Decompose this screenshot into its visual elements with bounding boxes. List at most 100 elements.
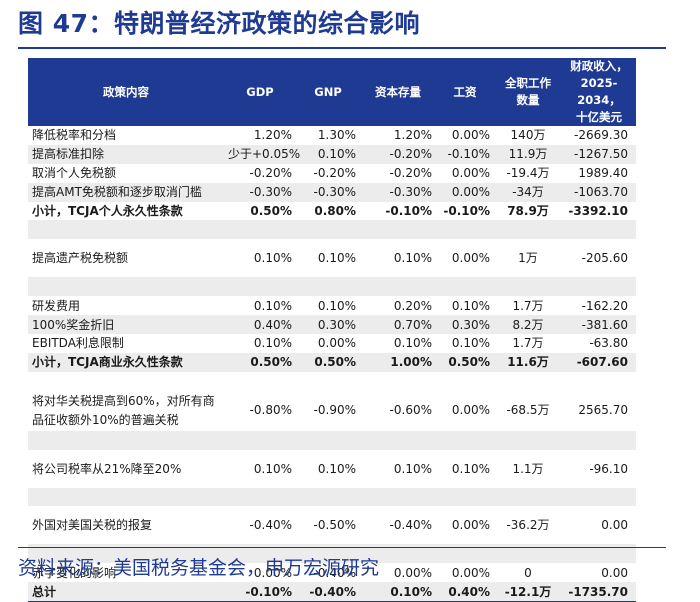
value-cell xyxy=(224,372,296,391)
table-body: 降低税率和分档 1.20% 1.30% 1.20% 0.00% 140万 -2669.30 提… xyxy=(28,126,636,602)
column-header: GNP xyxy=(296,58,360,126)
value-cell xyxy=(360,430,436,450)
value-cell xyxy=(494,372,562,391)
value-cell: 0.00% xyxy=(451,565,490,580)
value-cell: -0.80% xyxy=(249,403,292,418)
value-cell xyxy=(360,487,436,507)
value-cell xyxy=(296,544,360,564)
value-cell: 0.10% xyxy=(451,336,490,351)
column-header: 政策内容 xyxy=(28,58,224,126)
value-cell: -1063.70 xyxy=(562,182,636,202)
value-cell: -96.10 xyxy=(589,461,628,476)
policy-name-cell xyxy=(28,487,224,507)
value-cell: 0.10% xyxy=(296,144,360,164)
value-cell: 0.10% xyxy=(253,251,292,266)
value-cell: -0.10% xyxy=(443,204,490,218)
policy-name-cell: EBITDA利息限制 xyxy=(32,336,124,351)
value-cell: -0.40% xyxy=(249,518,292,533)
value-cell xyxy=(562,277,636,297)
value-cell: 0.40% xyxy=(436,582,494,602)
column-header: 财政收入， 2025-2034， 十亿美元 xyxy=(562,58,636,126)
value-cell: -0.20% xyxy=(313,166,356,181)
value-cell xyxy=(296,430,360,450)
value-cell: 0.30% xyxy=(296,315,360,335)
value-cell: 0.10% xyxy=(253,336,292,351)
figure-title: 图 47：特朗普经济政策的综合影响 xyxy=(18,9,420,38)
policy-name-cell xyxy=(28,277,224,297)
value-cell xyxy=(360,372,436,391)
value-cell xyxy=(562,372,636,391)
policy-impact-table: 政策内容 GDP GNP 资本存量 工资 全职工作 数量 财政收入， 2025-2034， 十亿美… xyxy=(28,58,636,602)
table-header-row: 政策内容 GDP GNP 资本存量 工资 全职工作 数量 财政收入， 2025-2034， 十亿美… xyxy=(28,58,636,126)
value-cell: -0.10% xyxy=(385,204,432,218)
value-cell: 140万 xyxy=(510,128,546,143)
value-cell: -162.20 xyxy=(581,298,628,313)
value-cell: 1989.40 xyxy=(578,166,628,181)
value-cell: 0.50% xyxy=(436,352,494,372)
value-cell: 0 xyxy=(524,565,532,580)
value-cell: 0.00 xyxy=(601,518,628,533)
value-cell: -1267.50 xyxy=(562,144,636,164)
value-cell xyxy=(494,487,562,507)
value-cell xyxy=(436,372,494,391)
spacer-row xyxy=(28,277,636,297)
value-cell: -0.10% xyxy=(224,582,296,602)
value-cell: -0.20% xyxy=(249,166,292,181)
value-cell xyxy=(562,430,636,450)
value-cell xyxy=(494,544,562,564)
value-cell: -3392.10 xyxy=(568,204,628,218)
value-cell: -2669.30 xyxy=(574,128,628,143)
value-cell: -0.10% xyxy=(436,144,494,164)
value-cell: 0.00 xyxy=(601,565,628,580)
value-cell: -36.2万 xyxy=(506,518,550,533)
value-cell: 0.10% xyxy=(253,298,292,313)
spacer-row xyxy=(28,220,636,240)
policy-name-cell: 提高标准扣除 xyxy=(28,144,224,164)
table-row: 研发费用 0.10% 0.10% 0.20% 0.10% 1.7万 -162.20 xyxy=(28,296,636,315)
value-cell xyxy=(224,277,296,297)
value-cell xyxy=(360,277,436,297)
policy-name-cell: 将公司税率从21%降至20% xyxy=(32,461,182,476)
source-note: 资料来源：美国税务基金会，申万宏源研究 xyxy=(18,557,380,579)
table-row: EBITDA利息限制 0.10% 0.00% 0.10% 0.10% 1.7万 -63.80 xyxy=(28,334,636,353)
value-cell: 0.00% xyxy=(451,403,490,418)
value-cell: -0.30% xyxy=(296,182,360,202)
spacer-row xyxy=(28,544,636,564)
value-cell: -63.80 xyxy=(589,336,628,351)
value-cell: -381.60 xyxy=(562,315,636,335)
policy-name-cell xyxy=(28,544,224,564)
value-cell: 1.1万 xyxy=(512,461,544,476)
policy-name-cell: 外国对美国关税的报复 xyxy=(32,518,153,533)
value-cell xyxy=(296,372,360,391)
value-cell: 78.9万 xyxy=(507,204,549,218)
policy-name-cell: 赤字变化的影响 xyxy=(32,565,117,580)
policy-name-cell: 将对华关税提高到60%，对所有商品征收额外10%的普遍关税 xyxy=(32,393,215,427)
value-cell xyxy=(296,277,360,297)
policy-name-cell: 提高AMT免税额和逐步取消门槛 xyxy=(28,182,224,202)
policy-name-cell: 降低税率和分档 xyxy=(32,128,117,143)
table-row: 提高遗产税免税额 0.10% 0.10% 0.10% 0.00% 1万 -205.60 xyxy=(28,239,636,277)
table-row: 小计，TCJA商业永久性条款 0.50% 0.50% 1.00% 0.50% 11.6万 -… xyxy=(28,352,636,372)
value-cell: 2565.70 xyxy=(578,403,628,418)
column-header: GDP xyxy=(224,58,296,126)
table-row: 外国对美国关税的报复 -0.40% -0.50% -0.40% 0.00% -36.2万 0… xyxy=(28,506,636,544)
value-cell xyxy=(296,487,360,507)
column-header: 工资 xyxy=(436,58,494,126)
policy-name-cell xyxy=(28,220,224,240)
value-cell: 0.10% xyxy=(393,251,432,266)
value-cell: 1.00% xyxy=(360,352,436,372)
policy-name-cell: 小计，TCJA个人永久性条款 xyxy=(32,204,183,218)
column-header: 资本存量 xyxy=(360,58,436,126)
value-cell xyxy=(562,544,636,564)
value-cell xyxy=(224,544,296,564)
value-cell: 1.7万 xyxy=(512,298,544,313)
value-cell: 0.10% xyxy=(253,461,292,476)
value-cell: -0.30% xyxy=(224,182,296,202)
value-cell: 1万 xyxy=(518,251,538,266)
value-cell: -19.4万 xyxy=(506,166,550,181)
value-cell: 0.00% xyxy=(393,565,432,580)
value-cell xyxy=(296,220,360,240)
value-cell: 0.00% xyxy=(253,565,292,580)
value-cell: -607.60 xyxy=(562,352,636,372)
value-cell xyxy=(494,220,562,240)
